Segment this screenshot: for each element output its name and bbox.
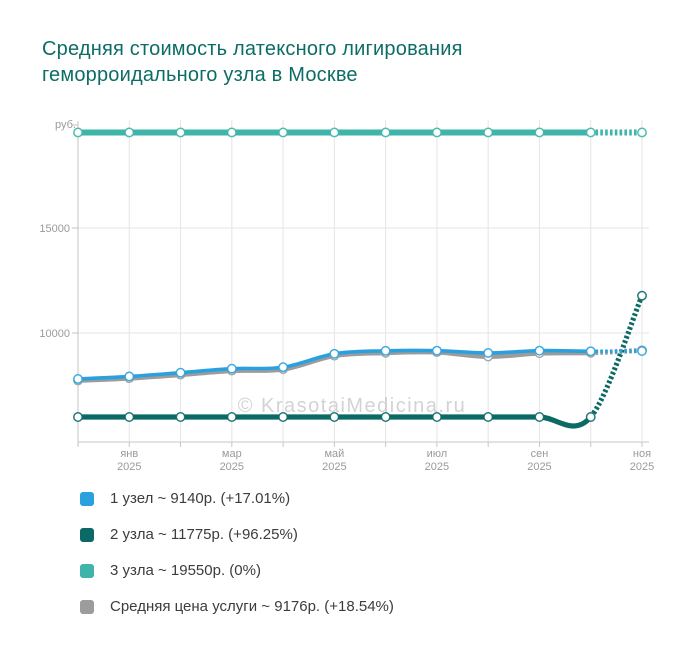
chart-title: Средняя стоимость латексного лигирования… — [42, 36, 463, 88]
data-point-marker[interactable] — [175, 412, 186, 422]
data-point-marker[interactable] — [380, 412, 391, 422]
data-point-marker[interactable] — [175, 367, 186, 378]
x-tick-year-label: 2025 — [220, 461, 244, 473]
data-point-marker[interactable] — [637, 346, 647, 357]
gridlines — [78, 120, 649, 442]
data-point-marker[interactable] — [278, 362, 289, 373]
x-tick-month-label: ноя — [633, 448, 651, 460]
data-point-marker[interactable] — [226, 127, 237, 138]
data-point-marker[interactable] — [585, 412, 596, 422]
legend-swatch-icon — [80, 527, 94, 542]
data-point-marker[interactable] — [124, 371, 135, 382]
legend-label: 2 узла ~ 11775р. (+96.25%) — [110, 526, 298, 543]
data-point-marker[interactable] — [329, 412, 340, 422]
legend-swatch-icon — [80, 599, 94, 614]
data-point-marker[interactable] — [637, 290, 647, 301]
x-tick-year-label: 2025 — [322, 461, 346, 473]
series-2-line — [75, 347, 643, 383]
series-0-forecast-segment — [588, 294, 645, 419]
x-tick-month-label: сен — [531, 448, 549, 460]
series-1-markers — [73, 127, 647, 138]
x-tick-year-label: 2025 — [425, 461, 449, 473]
data-point-marker[interactable] — [534, 127, 545, 138]
data-point-marker[interactable] — [431, 345, 442, 356]
y-axis-unit-label: руб. — [55, 119, 76, 131]
price-trend-chart[interactable]: © KrasotaiMedicina.ruруб.1500010000янв20… — [0, 0, 700, 480]
data-point-marker[interactable] — [73, 127, 83, 138]
legend-swatch-icon — [80, 563, 94, 578]
legend-item-1[interactable]: 2 узла ~ 11775р. (+96.25%) — [80, 526, 394, 543]
x-tick-month-label: мар — [222, 448, 242, 460]
watermark: © KrasotaiMedicina.ru — [238, 395, 467, 417]
data-point-marker[interactable] — [124, 127, 135, 138]
data-point-marker[interactable] — [380, 127, 391, 138]
data-point-marker[interactable] — [329, 348, 340, 359]
data-point-marker[interactable] — [585, 346, 596, 357]
chart-title-line1: Средняя стоимость латексного лигирования — [42, 38, 463, 60]
chart-legend: 1 узел ~ 9140р. (+17.01%) 2 узла ~ 11775р… — [80, 490, 394, 615]
data-point-marker[interactable] — [431, 127, 442, 138]
data-point-marker[interactable] — [483, 348, 494, 358]
data-point-marker[interactable] — [278, 412, 289, 422]
data-point-marker[interactable] — [226, 412, 237, 422]
x-tick-month-label: янв — [120, 448, 138, 460]
series-0-markers — [73, 290, 647, 422]
data-point-marker[interactable] — [483, 127, 494, 138]
legend-item-3[interactable]: Средняя цена услуги ~ 9176р. (+18.54%) — [80, 598, 394, 615]
data-point-marker[interactable] — [73, 412, 83, 422]
x-tick-month-label: май — [324, 448, 344, 460]
data-point-marker[interactable] — [380, 345, 391, 356]
data-point-marker[interactable] — [534, 412, 545, 422]
data-point-marker[interactable] — [278, 127, 289, 138]
series-3-markers — [73, 345, 647, 384]
chart-title-line2: геморроидального узла в Москве — [42, 64, 358, 86]
legend-item-0[interactable]: 1 узел ~ 9140р. (+17.01%) — [80, 490, 394, 507]
legend-swatch-icon — [80, 491, 94, 506]
data-point-marker[interactable] — [175, 127, 186, 138]
legend-item-2[interactable]: 3 узла ~ 19550р. (0%) — [80, 562, 394, 579]
y-tick-label: 15000 — [39, 223, 70, 235]
legend-label: Средняя цена услуги ~ 9176р. (+18.54%) — [110, 598, 394, 615]
legend-label: 3 узла ~ 19550р. (0%) — [110, 562, 261, 579]
x-tick-month-label: июл — [427, 448, 448, 460]
data-point-marker[interactable] — [329, 127, 340, 138]
data-point-marker[interactable] — [534, 345, 545, 356]
y-tick-label: 10000 — [39, 328, 70, 340]
axes — [72, 121, 649, 447]
data-point-marker[interactable] — [73, 374, 83, 384]
x-tick-year-label: 2025 — [527, 461, 551, 473]
data-point-marker[interactable] — [585, 127, 596, 138]
data-point-marker[interactable] — [637, 127, 647, 138]
axis-labels: руб.1500010000янв2025мар2025май2025июл20… — [39, 119, 654, 473]
data-point-marker[interactable] — [124, 412, 135, 422]
x-tick-year-label: 2025 — [117, 461, 141, 473]
data-point-marker[interactable] — [226, 363, 237, 374]
x-tick-year-label: 2025 — [630, 461, 654, 473]
data-point-marker[interactable] — [431, 412, 442, 422]
legend-label: 1 узел ~ 9140р. (+17.01%) — [110, 490, 291, 507]
data-point-marker[interactable] — [483, 412, 494, 422]
